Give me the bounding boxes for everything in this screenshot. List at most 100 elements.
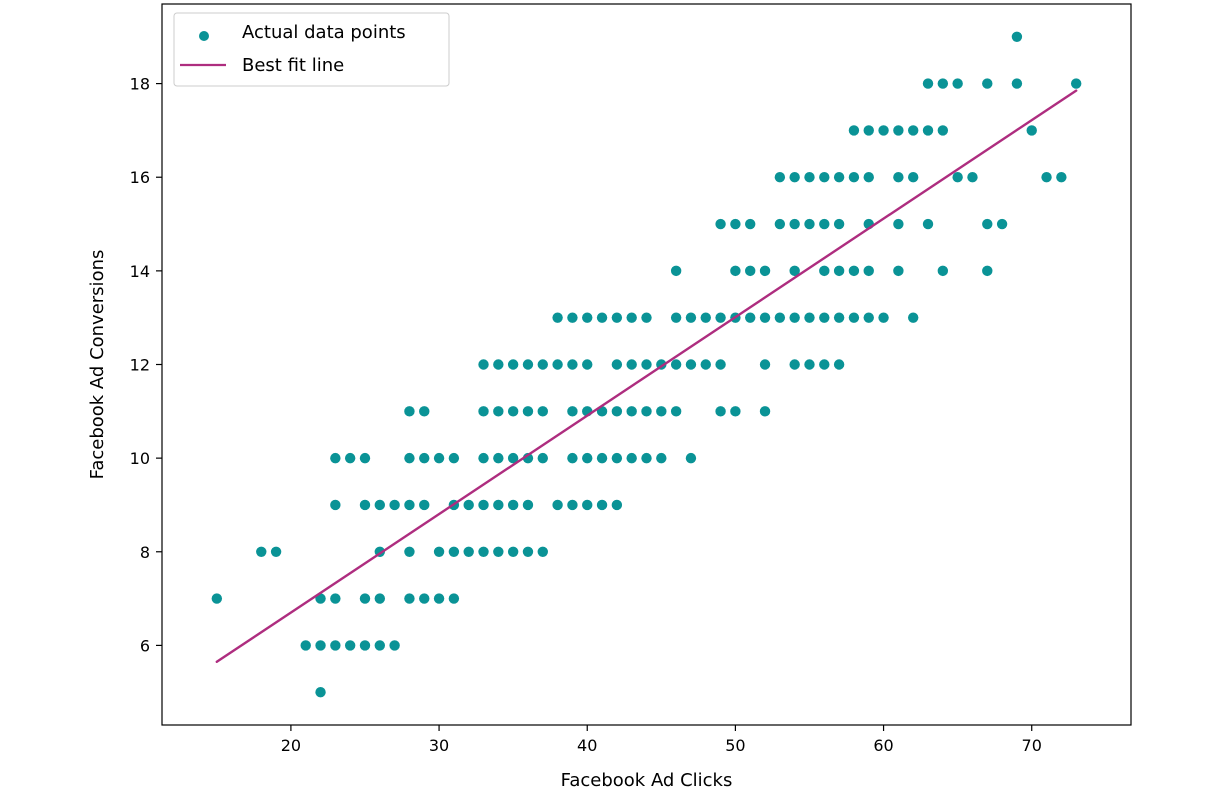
legend-label-actual: Actual data points bbox=[242, 22, 406, 43]
data-point bbox=[937, 265, 949, 277]
data-point bbox=[522, 546, 534, 557]
data-point bbox=[907, 312, 919, 323]
data-point bbox=[952, 78, 963, 89]
data-point bbox=[715, 406, 726, 417]
y-tick-label: 16 bbox=[130, 168, 150, 187]
data-point bbox=[996, 218, 1008, 230]
data-point bbox=[419, 452, 430, 464]
data-point bbox=[745, 218, 756, 230]
x-axis-label: Facebook Ad Clicks bbox=[561, 770, 733, 791]
data-point bbox=[389, 640, 400, 651]
data-point bbox=[804, 172, 815, 183]
data-point bbox=[522, 406, 534, 417]
data-point bbox=[582, 499, 593, 511]
data-point bbox=[522, 359, 534, 370]
data-point bbox=[493, 499, 504, 511]
data-point bbox=[907, 172, 919, 183]
best-fit-line bbox=[215, 89, 1078, 663]
data-point bbox=[582, 312, 593, 323]
data-point bbox=[893, 172, 904, 183]
data-point bbox=[759, 265, 771, 277]
y-axis-ticks: 6 8 10 12 14 16 18 bbox=[130, 75, 162, 655]
data-point bbox=[685, 359, 697, 370]
data-point bbox=[463, 499, 474, 511]
data-point bbox=[300, 640, 311, 651]
data-point bbox=[537, 452, 548, 464]
data-point bbox=[641, 359, 652, 370]
x-tick-label: 70 bbox=[1022, 736, 1042, 755]
data-point bbox=[567, 452, 578, 464]
data-point bbox=[611, 406, 623, 417]
data-point bbox=[863, 125, 874, 136]
data-point bbox=[878, 312, 889, 323]
data-point bbox=[344, 640, 356, 651]
data-point bbox=[848, 265, 860, 277]
data-point bbox=[774, 218, 786, 230]
y-tick-label: 6 bbox=[140, 636, 150, 655]
data-point bbox=[359, 452, 371, 464]
legend-label-fit: Best fit line bbox=[242, 55, 344, 76]
data-point bbox=[433, 452, 445, 464]
data-point bbox=[670, 406, 682, 417]
data-point bbox=[759, 406, 771, 417]
data-point bbox=[374, 640, 386, 651]
data-point bbox=[374, 499, 386, 511]
data-point bbox=[448, 452, 460, 464]
data-point bbox=[819, 218, 830, 230]
legend-box bbox=[173, 12, 450, 87]
data-point bbox=[552, 499, 563, 511]
x-tick-label: 60 bbox=[873, 736, 893, 755]
data-point bbox=[493, 452, 504, 464]
data-point bbox=[922, 78, 934, 89]
data-point bbox=[626, 312, 637, 323]
data-point bbox=[804, 312, 815, 323]
data-point bbox=[1041, 172, 1052, 183]
data-point bbox=[759, 359, 771, 370]
data-point bbox=[626, 359, 637, 370]
data-point bbox=[596, 312, 608, 323]
data-point bbox=[478, 499, 489, 511]
data-point bbox=[478, 452, 489, 464]
data-point bbox=[611, 312, 623, 323]
data-point bbox=[715, 359, 726, 370]
data-point bbox=[833, 172, 845, 183]
data-point bbox=[211, 593, 223, 604]
data-point bbox=[922, 125, 934, 136]
data-point bbox=[404, 499, 415, 511]
data-point bbox=[952, 172, 963, 183]
data-point bbox=[567, 359, 578, 370]
y-tick-label: 10 bbox=[130, 449, 150, 468]
y-axis-label: Facebook Ad Conversions bbox=[87, 250, 108, 480]
data-point bbox=[493, 406, 504, 417]
data-point bbox=[611, 499, 623, 511]
data-point bbox=[685, 312, 697, 323]
data-point bbox=[848, 312, 860, 323]
data-point bbox=[937, 125, 949, 136]
data-point bbox=[507, 499, 519, 511]
data-point bbox=[670, 312, 682, 323]
data-point bbox=[315, 687, 326, 698]
y-tick-label: 18 bbox=[130, 75, 150, 94]
data-point bbox=[833, 359, 845, 370]
data-point bbox=[848, 125, 860, 136]
data-point bbox=[789, 265, 800, 277]
data-point bbox=[478, 359, 489, 370]
data-point bbox=[567, 406, 578, 417]
data-point bbox=[804, 218, 815, 230]
data-point bbox=[656, 452, 667, 464]
data-point bbox=[389, 499, 400, 511]
data-point bbox=[863, 312, 874, 323]
y-tick-label: 12 bbox=[130, 356, 150, 375]
data-point bbox=[907, 125, 919, 136]
data-point bbox=[611, 359, 623, 370]
data-point bbox=[537, 406, 548, 417]
data-point bbox=[685, 452, 697, 464]
legend: Actual data points Best fit line bbox=[173, 12, 450, 87]
data-point bbox=[330, 452, 341, 464]
data-point bbox=[270, 546, 282, 557]
data-point bbox=[789, 359, 800, 370]
data-point bbox=[863, 172, 874, 183]
x-tick-label: 30 bbox=[429, 736, 449, 755]
data-point bbox=[374, 593, 386, 604]
